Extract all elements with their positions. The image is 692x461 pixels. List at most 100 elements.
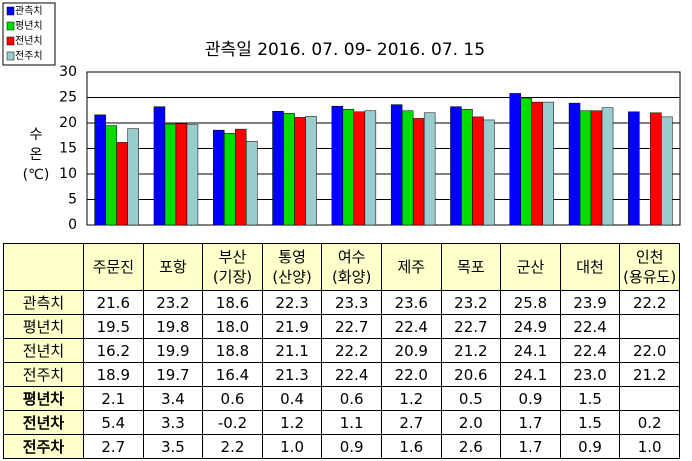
y-tick-label: 25 [59, 90, 77, 106]
bar [331, 105, 344, 226]
table-cell [619, 386, 680, 411]
table-cell: 23.2 [142, 290, 204, 315]
bar [450, 106, 462, 226]
bar [235, 128, 247, 226]
table-cell: 21.9 [261, 314, 323, 339]
table-cell: 21.2 [440, 338, 502, 363]
bar [353, 111, 366, 226]
table-cell: 3.3 [142, 410, 204, 435]
table-cell: 여수 (화양) [321, 243, 382, 291]
table-cell: 23.6 [380, 290, 442, 315]
table-cell: 1.1 [321, 410, 382, 435]
legend-swatch [6, 36, 15, 46]
table-cell: 2.0 [440, 410, 502, 435]
table-cell: 0.6 [202, 386, 263, 411]
table-cell [619, 314, 680, 339]
legend-label: 전주치 [15, 50, 43, 62]
table-cell: 0.2 [619, 410, 680, 435]
bar [423, 112, 436, 226]
bar [94, 114, 106, 226]
bar [224, 132, 236, 226]
table-cell: 2.7 [380, 410, 442, 435]
table-cell: 전년치 [3, 338, 84, 363]
table-cell: 20.9 [380, 338, 442, 363]
table-cell: 1.7 [500, 434, 561, 459]
y-tick-label: 5 [68, 192, 77, 208]
table-cell: 부산 (기장) [202, 243, 263, 291]
bar [412, 118, 425, 226]
chart: 관측일 2016. 07. 09- 2016. 07. 15 0 5 10 15 20 2… [2, 2, 681, 233]
table-cell: 1.2 [380, 386, 442, 411]
bar [272, 111, 284, 226]
table-cell: 0.9 [559, 434, 621, 459]
bar [294, 117, 306, 226]
bar [164, 123, 177, 226]
table-cell: 0.9 [321, 434, 382, 459]
table-cell: 2.1 [83, 386, 144, 411]
table-cell: 전년차 [3, 410, 84, 435]
bar [390, 104, 403, 226]
table-cell: 1.2 [261, 410, 323, 435]
table-cell: -0.2 [202, 410, 263, 435]
table-cell: 2.7 [83, 434, 144, 459]
plot-border [86, 71, 681, 226]
bar [246, 141, 258, 226]
table-cell: 22.4 [559, 338, 621, 363]
table-cell: 18.8 [202, 338, 263, 363]
legend-label: 관측치 [15, 5, 43, 17]
table-cell: 22.7 [321, 314, 382, 339]
y-tick-label: 30 [59, 64, 77, 80]
table-cell: 21.3 [261, 362, 323, 387]
table-cell: 1.5 [559, 410, 621, 435]
bar [153, 106, 166, 226]
bar [520, 97, 532, 226]
table-cell: 19.5 [83, 314, 144, 339]
y-tick-label: 10 [59, 166, 77, 182]
table-cell: 22.4 [559, 314, 621, 339]
legend-swatch [6, 21, 15, 31]
table-cell: 평년치 [3, 314, 84, 339]
table-cell: 5.4 [83, 410, 144, 435]
bar [461, 108, 473, 226]
table-row: 전주치 18.9 19.7 16.4 21.3 22.4 22.0 20.6 24.1 23.0 2… [3, 362, 680, 387]
table-cell: 21.1 [261, 338, 323, 363]
bar [542, 101, 554, 226]
table-cell: 24.1 [500, 362, 561, 387]
table-cell: 19.9 [142, 338, 204, 363]
bar [305, 116, 317, 226]
table-cell: 24.1 [500, 338, 561, 363]
table-cell: 인천 (용유도) [619, 243, 680, 291]
table-cell: 23.2 [440, 290, 502, 315]
table-cell: 주문진 [83, 243, 144, 291]
table-cell [3, 243, 84, 291]
table-cell: 21.6 [83, 290, 144, 315]
table-cell: 1.6 [380, 434, 442, 459]
bar [472, 116, 484, 226]
legend-label: 평년치 [15, 20, 43, 32]
table-cell: 22.4 [380, 314, 442, 339]
table-cell: 통영 (산양) [261, 243, 323, 291]
y-tick-label: 0 [68, 217, 77, 233]
table-cell: 25.8 [500, 290, 561, 315]
table-cell: 16.2 [83, 338, 144, 363]
table-cell: 2.2 [202, 434, 263, 459]
table-cell: 3.4 [142, 386, 204, 411]
table-cell: 18.0 [202, 314, 263, 339]
table-cell: 23.9 [559, 290, 621, 315]
table-cell: 22.2 [321, 338, 382, 363]
table-cell: 1.0 [619, 434, 680, 459]
table-row: 평년치 19.5 19.8 18.0 21.9 22.7 22.4 22.7 24.9 22.4 [3, 314, 680, 339]
bar [601, 107, 614, 226]
legend-swatch [6, 6, 15, 16]
table-cell: 20.6 [440, 362, 502, 387]
chart-title: 관측일 2016. 07. 09- 2016. 07. 15 [205, 40, 485, 60]
bar [175, 123, 188, 226]
table-cell: 22.4 [321, 362, 382, 387]
bar [531, 101, 543, 226]
bar [186, 124, 199, 226]
bar [590, 110, 603, 226]
table-cell: 0.9 [500, 386, 561, 411]
data-table: 주문진 포항 부산 (기장) 통영 (산양) 여수 (화양) 제주 목포 군산 대천 인천 (용유… [3, 243, 680, 459]
table-row: 전년차 5.4 3.3 -0.2 1.2 1.1 2.7 2.0 1.7 1.5 0.2 [3, 410, 680, 435]
